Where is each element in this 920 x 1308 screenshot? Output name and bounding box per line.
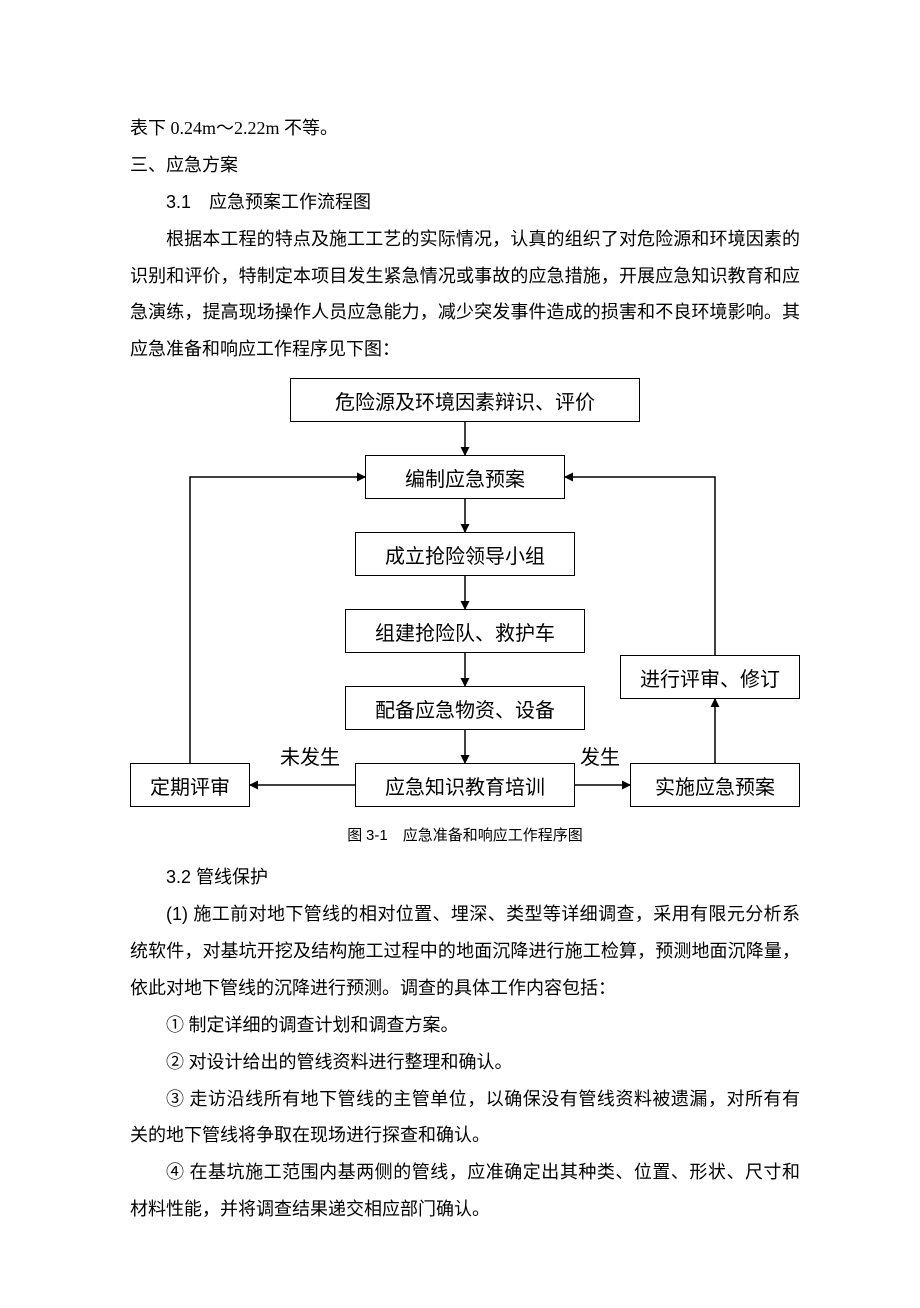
document-page: 表下 0.24m～2.22m 不等。 三、应急方案 3.1 应急预案工作流程图 … [0,0,920,1308]
paragraph: (1) 施工前对地下管线的相对位置、埋深、类型等详细调查，采用有限元分析系统软件… [130,896,800,1007]
flowchart-node: 实施应急预案 [630,763,800,807]
flowchart-node: 配备应急物资、设备 [345,686,585,730]
text: 3-1 [366,827,388,844]
text: ③ 走访沿线所有地下管线的主管单位，以确保没有管线资料被遗漏，对所有有关的地下管… [130,1089,800,1146]
heading: 三、应急方案 [130,147,800,184]
flowchart-edge-label: 发生 [580,741,620,770]
list-item: ① 制定详细的调查计划和调查方案。 [130,1007,800,1044]
text: 表下 0.24m～2.22m 不等。 [130,118,338,138]
text: 应急准备和响应工作程序图 [388,828,583,844]
flowchart-node: 危险源及环境因素辩识、评价 [290,378,640,422]
text: ② 对设计给出的管线资料进行整理和确认。 [166,1052,513,1072]
text: 三、应急方案 [130,155,238,175]
text: ① 制定详细的调查计划和调查方案。 [166,1015,459,1035]
flowchart: 危险源及环境因素辩识、评价编制应急预案成立抢险领导小组组建抢险队、救护车配备应急… [130,378,800,818]
figure-caption: 图 3-1 应急准备和响应工作程序图 [130,824,800,845]
flowchart-node: 编制应急预案 [365,455,565,499]
flowchart-edge-label: 未发生 [280,741,340,770]
text: 图 [347,828,366,844]
list-item: ② 对设计给出的管线资料进行整理和确认。 [130,1044,800,1081]
flowchart-node: 组建抢险队、救护车 [345,609,585,653]
paragraph: 根据本工程的特点及施工工艺的实际情况，认真的组织了对危险源和环境因素的识别和评价… [130,221,800,369]
flowchart-node: 成立抢险领导小组 [355,532,575,576]
text: 施工前对地下管线的相对位置、埋深、类型等详细调查，采用有限元分析系统软件，对基坑… [130,904,800,998]
flowchart-node: 定期评审 [130,763,250,807]
flowchart-node: 应急知识教育培训 [355,763,575,807]
list-item: ④ 在基坑施工范围内基两侧的管线，应准确定出其种类、位置、形状、尺寸和材料性能，… [130,1154,800,1228]
subheading: 3.2 管线保护 [130,859,800,896]
paragraph-fragment: 表下 0.24m～2.22m 不等。 [130,110,800,147]
flowchart-arrows [130,378,800,818]
text: (1) [166,904,193,924]
flowchart-node: 进行评审、修订 [620,655,800,699]
text: ④ 在基坑施工范围内基两侧的管线，应准确定出其种类、位置、形状、尺寸和材料性能，… [130,1162,800,1219]
text: 根据本工程的特点及施工工艺的实际情况，认真的组织了对危险源和环境因素的识别和评价… [130,229,800,360]
text: 3.2 管线保护 [166,867,268,887]
subheading: 3.1 应急预案工作流程图 [130,184,800,221]
list-item: ③ 走访沿线所有地下管线的主管单位，以确保没有管线资料被遗漏，对所有有关的地下管… [130,1081,800,1155]
text: 3.1 应急预案工作流程图 [166,192,371,212]
